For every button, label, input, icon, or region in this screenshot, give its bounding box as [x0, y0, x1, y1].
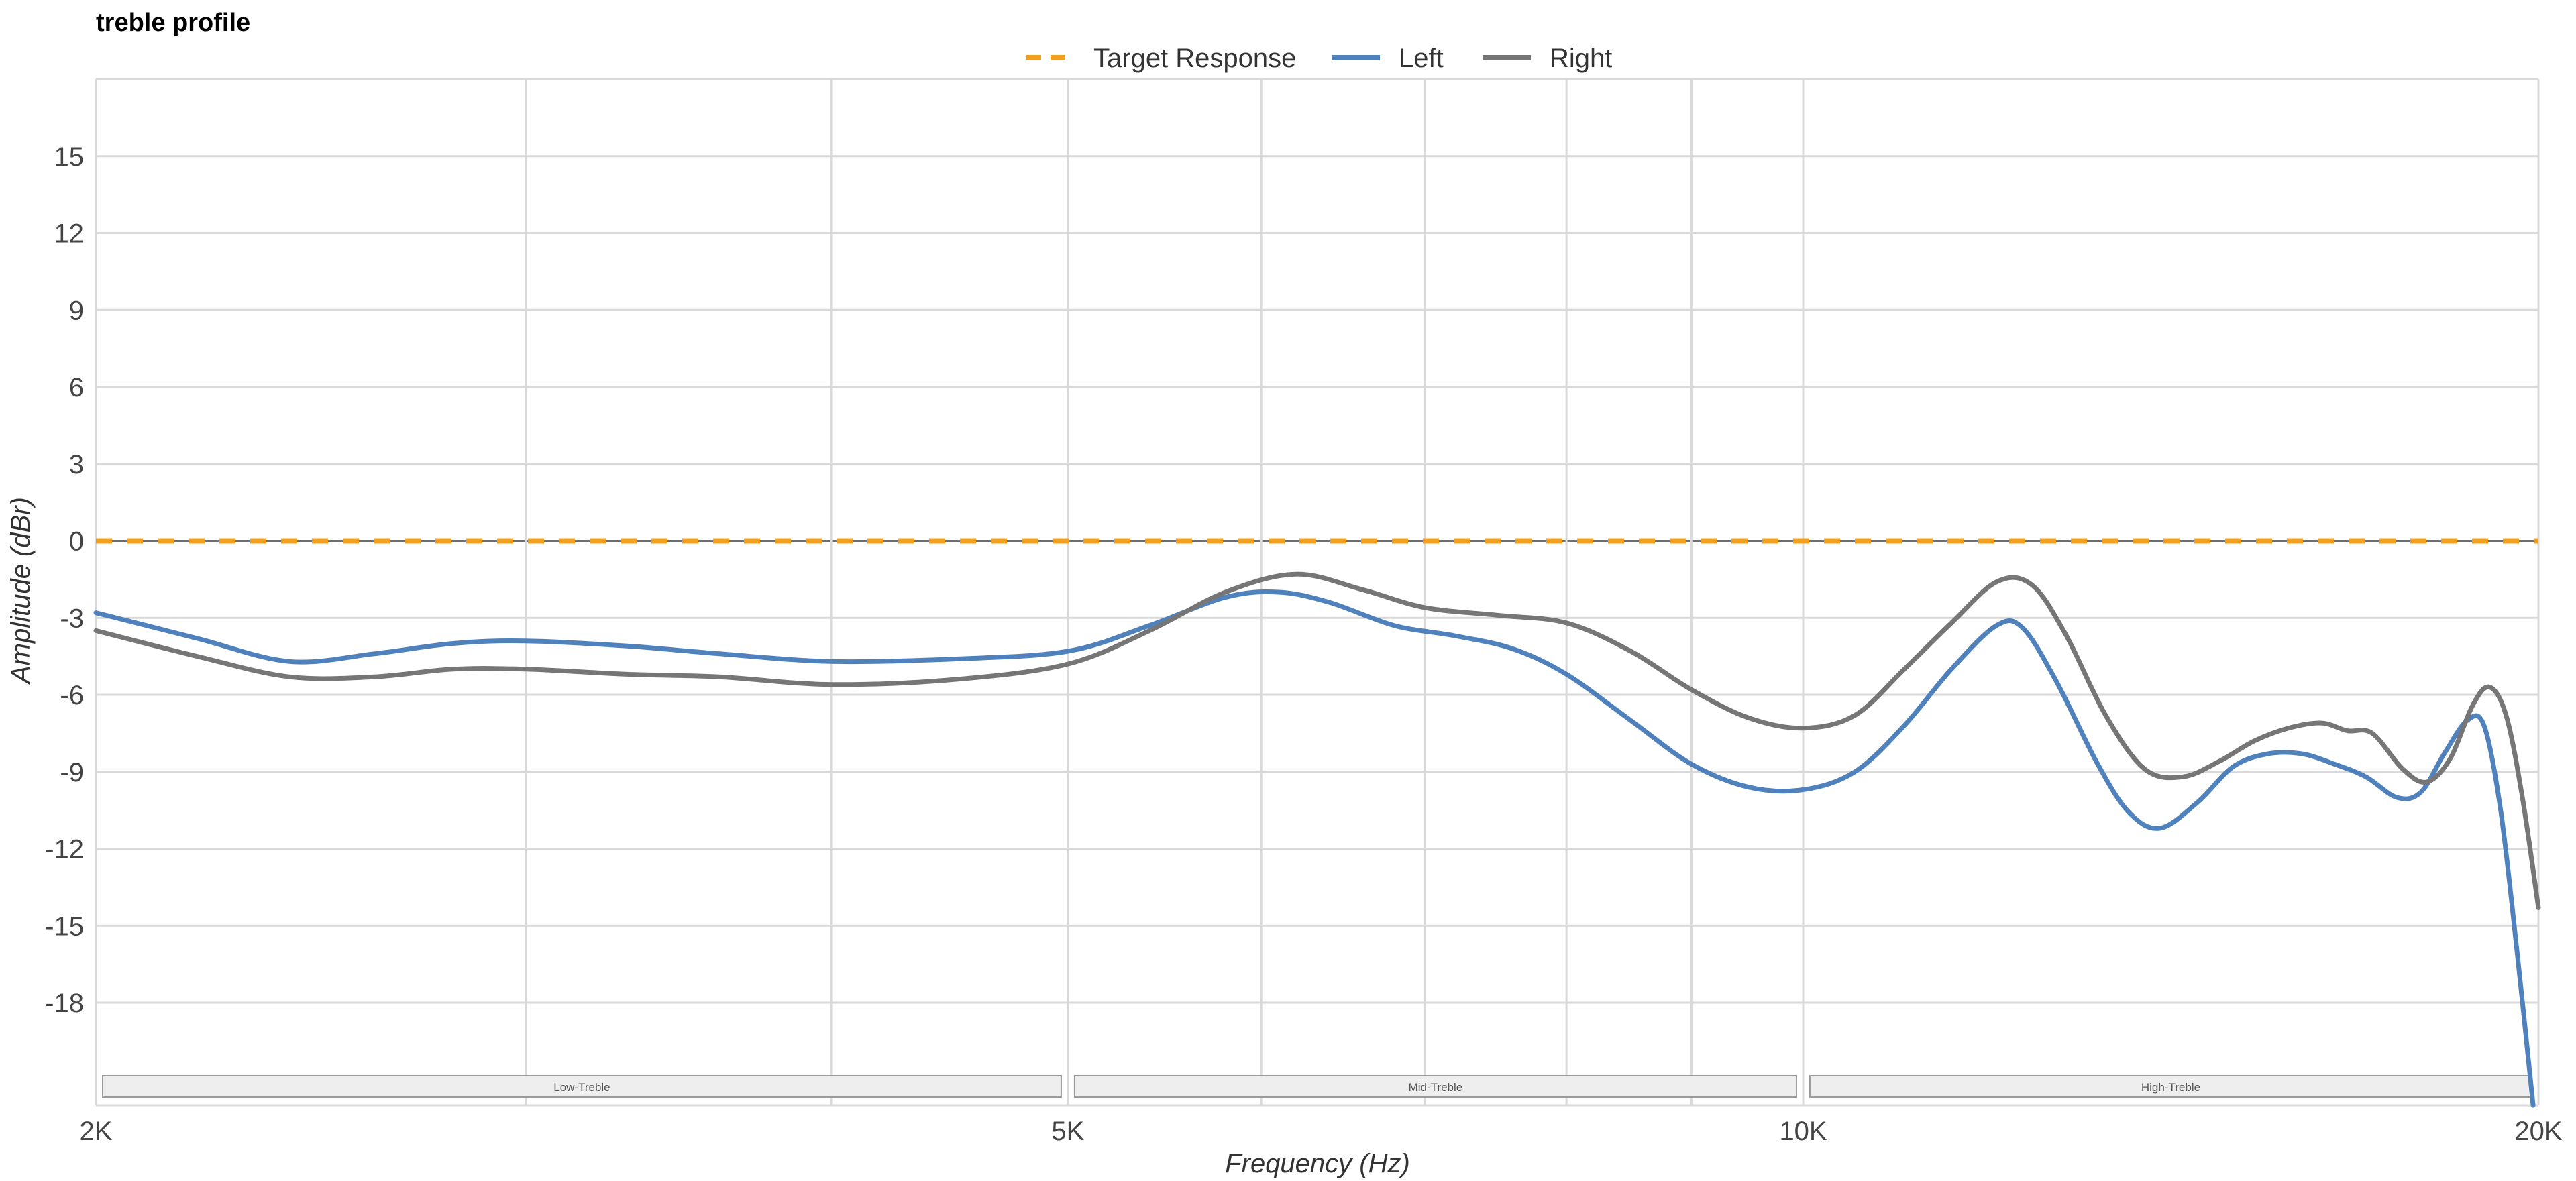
band-box [1073, 1075, 1797, 1098]
y-tick-labels: 15 12 9 6 3 0 -3 -6 -9 -12 -15 -18 [45, 142, 84, 1018]
y-tick-label: 3 [69, 450, 84, 480]
legend-label: Right [1550, 44, 1612, 73]
y-axis-label: Amplitude (dBr) [6, 497, 36, 685]
series-line-right [93, 571, 2541, 910]
legend-label: Left [1399, 44, 1444, 73]
x-tick-label: 5K [1051, 1117, 1084, 1146]
y-tick-label: -3 [60, 604, 84, 633]
chart-title: treble profile [96, 9, 250, 37]
y-tick-label: 15 [54, 142, 85, 172]
y-tick-label: 12 [54, 219, 85, 249]
x-tick-label: 10K [1779, 1117, 1827, 1146]
legend-item-left: Left [1332, 44, 1444, 73]
y-tick-label: 9 [69, 296, 84, 325]
band-label: Low-Treble [553, 1081, 610, 1094]
y-tick-label: -9 [60, 758, 84, 787]
band-box [102, 1075, 1062, 1098]
x-tick-labels: 2K 5K 10K 20K [80, 1117, 2563, 1146]
frequency-bands: Low-Treble Mid-Treble High-Treble [102, 1075, 2532, 1098]
y-tick-label: -12 [45, 835, 84, 864]
legend-label: Target Response [1093, 44, 1296, 73]
legend-item-target-response: Target Response [1026, 44, 1296, 73]
x-tick-label: 20K [2514, 1117, 2562, 1146]
x-tick-label: 2K [80, 1117, 113, 1146]
y-tick-label: 0 [69, 527, 84, 557]
band-label: High-Treble [2141, 1081, 2200, 1094]
x-axis-label: Frequency (Hz) [1225, 1149, 1410, 1178]
band-high-treble: High-Treble [1809, 1075, 2532, 1098]
y-gridlines [96, 78, 2538, 1107]
x-gridlines [95, 79, 2540, 1105]
band-mid-treble: Mid-Treble [1073, 1075, 1797, 1098]
band-low-treble: Low-Treble [102, 1075, 1062, 1098]
legend: Target Response Left Right [1026, 44, 1612, 73]
series-line-left [93, 589, 2536, 1108]
y-tick-label: -15 [45, 911, 84, 941]
series-lines [93, 538, 2541, 1108]
legend-item-right: Right [1483, 44, 1612, 73]
y-tick-label: -18 [45, 989, 84, 1018]
y-tick-label: -6 [60, 681, 84, 710]
band-box [1809, 1075, 2532, 1098]
band-label: Mid-Treble [1409, 1081, 1463, 1094]
y-tick-label: 6 [69, 373, 84, 402]
